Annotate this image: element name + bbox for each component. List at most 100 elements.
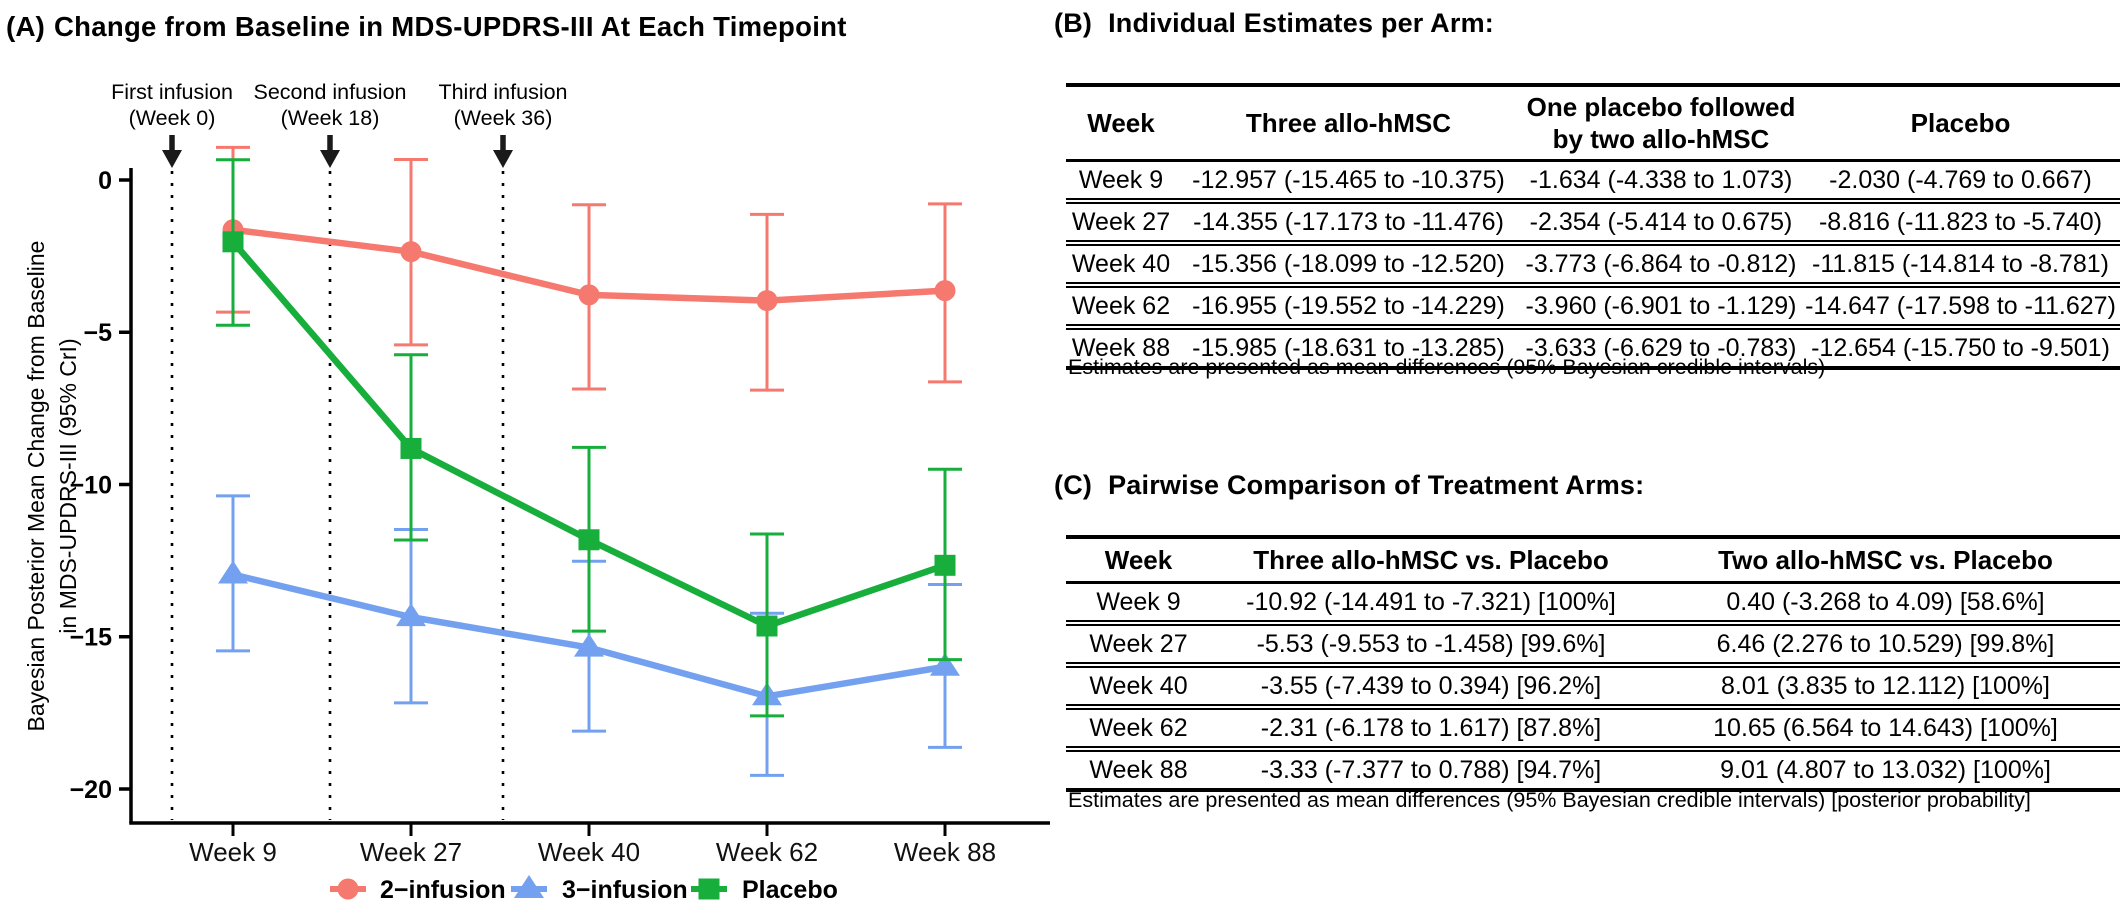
table-row: Week 9 -10.92 (-14.491 to -7.321) [100%] 0… xyxy=(1066,583,2120,624)
legend: 2−infusion 3−infusion Placebo xyxy=(330,875,838,904)
table-cell: Week 40 xyxy=(1066,240,1176,285)
table-header-cell: One placebo followed by two allo-hMSC xyxy=(1521,85,1801,162)
table-header-cell: Three allo-hMSC xyxy=(1176,85,1521,162)
table-cell: -8.816 (-11.823 to -5.740) xyxy=(1801,198,2120,243)
table-cell: -2.31 (-6.178 to 1.617) [87.8%] xyxy=(1211,704,1651,749)
arrow-head xyxy=(493,150,513,168)
series-marker xyxy=(756,290,778,312)
table-row: Week 62 -2.31 (-6.178 to 1.617) [87.8%] 10… xyxy=(1066,704,2120,749)
y-axis-label: Bayesian Posterior Mean Change from Base… xyxy=(23,241,49,732)
legend-label: Placebo xyxy=(742,876,838,904)
series-marker xyxy=(400,241,422,263)
series-marker xyxy=(574,633,604,657)
table-row: Week 27 -5.53 (-9.553 to -1.458) [99.6%] 6… xyxy=(1066,620,2120,665)
x-tick-label: Week 62 xyxy=(716,837,818,867)
legend-label: 2−infusion xyxy=(380,876,506,904)
table-header-cell: Week xyxy=(1066,537,1211,584)
series-marker xyxy=(400,437,422,459)
table-cell: -3.773 (-6.864 to -0.812) xyxy=(1521,240,1801,285)
table-cell: -5.53 (-9.553 to -1.458) [99.6%] xyxy=(1211,620,1651,665)
legend-label: 3−infusion xyxy=(562,876,688,904)
arrow-head xyxy=(162,150,182,168)
table-cell: -15.356 (-18.099 to -12.520) xyxy=(1176,240,1521,285)
infusion-annotation-line2: (Week 18) xyxy=(281,106,380,130)
table-cell: Week 9 xyxy=(1078,165,1164,194)
series-marker xyxy=(337,878,359,900)
infusion-annotation-line1: Second infusion xyxy=(254,80,407,104)
infusion-annotation-line1: First infusion xyxy=(111,80,233,104)
infusion-annotation-line1: Third infusion xyxy=(438,80,567,104)
panel-a-label: (A) xyxy=(6,11,45,42)
panel-c-title-text: Pairwise Comparison of Treatment Arms: xyxy=(1108,470,1645,500)
series-marker xyxy=(578,529,600,551)
table-cell: 8.01 (3.835 to 12.112) [100%] xyxy=(1651,662,2120,707)
table-cell: Week 27 xyxy=(1066,620,1211,665)
infusion-annotation-line2: (Week 0) xyxy=(129,106,216,130)
table-cell: Week 9 xyxy=(1096,587,1181,616)
table-cell: -10.92 (-14.491 to -7.321) [100%] xyxy=(1246,587,1616,616)
table-row: Week 9 -12.957 (-15.465 to -10.375) -1.634… xyxy=(1066,161,2120,202)
infusion-annotation: Third infusion(Week 36) xyxy=(438,80,567,130)
panel-a-chart: (A) Change from Baseline in MDS-UPDRS-III… xyxy=(6,11,1050,904)
right-panels: (B) Individual Estimates per Arm: Week Thr… xyxy=(1052,0,2128,917)
table-header-row: Week Three allo-hMSC vs. Placebo Two allo-… xyxy=(1066,537,2120,584)
table-cell: Week 40 xyxy=(1066,662,1211,707)
table-cell: -3.633 (-6.629 to -0.783) xyxy=(1521,324,1801,368)
series-marker xyxy=(514,875,544,898)
infusion-annotation: First infusion(Week 0) xyxy=(111,80,233,130)
pairwise-comparison-table: Week Three allo-hMSC vs. Placebo Two allo-… xyxy=(1066,535,2120,792)
table-cell: -14.647 (-17.598 to -11.627) xyxy=(1801,282,2120,327)
panel-c-title: (C) Pairwise Comparison of Treatment Arms… xyxy=(1054,470,1644,501)
table-cell: Week 88 xyxy=(1066,324,1176,368)
infusion-arrow-icon xyxy=(320,135,340,168)
y-tick-label: −20 xyxy=(70,776,112,804)
table-cell: -12.957 (-15.465 to -10.375) xyxy=(1192,165,1505,194)
table-row: Week 27 -14.355 (-17.173 to -11.476) -2.35… xyxy=(1066,198,2120,243)
series-marker xyxy=(396,603,426,627)
table-cell: -3.960 (-6.901 to -1.129) xyxy=(1521,282,1801,327)
table-header-cell: Three allo-hMSC vs. Placebo xyxy=(1211,537,1651,584)
legend-item: Placebo xyxy=(691,876,838,904)
table-row: Week 40 -3.55 (-7.439 to 0.394) [96.2%] 8.… xyxy=(1066,662,2120,707)
table-cell: -3.33 (-7.377 to 0.788) [94.7%] xyxy=(1211,746,1651,790)
table-cell: 9.01 (4.807 to 13.032) [100%] xyxy=(1651,746,2120,790)
panel-c-footnote: Estimates are presented as mean differen… xyxy=(1068,788,2031,812)
infusion-arrow-icon xyxy=(493,135,513,168)
table-cell: -11.815 (-14.814 to -8.781) xyxy=(1801,240,2120,285)
table-row: Week 88 -3.33 (-7.377 to 0.788) [94.7%] 9.… xyxy=(1066,746,2120,790)
table-cell: 0.40 (-3.268 to 4.09) [58.6%] xyxy=(1726,587,2045,616)
series-marker xyxy=(930,652,960,676)
series-marker xyxy=(698,878,720,900)
table-row: Week 40 -15.356 (-18.099 to -12.520) -3.77… xyxy=(1066,240,2120,285)
infusion-annotation-line2: (Week 36) xyxy=(454,106,553,130)
x-tick-label: Week 88 xyxy=(894,837,996,867)
panel-b-title: (B) Individual Estimates per Arm: xyxy=(1054,8,1494,39)
x-tick-label: Week 40 xyxy=(538,837,640,867)
individual-estimates-table: Week Three allo-hMSC One placebo followed b… xyxy=(1066,83,2120,370)
panel-b-title-text: Individual Estimates per Arm: xyxy=(1108,8,1494,38)
series-placebo xyxy=(216,158,962,718)
legend-item: 3−infusion xyxy=(511,875,688,904)
panel-b-footnote: Estimates are presented as mean differen… xyxy=(1068,355,1826,379)
y-tick-label: −5 xyxy=(83,319,112,347)
panel-c-label: (C) xyxy=(1054,470,1093,500)
table-cell: 6.46 (2.276 to 10.529) [99.8%] xyxy=(1651,620,2120,665)
table-header-cell: Placebo xyxy=(1801,85,2120,162)
y-tick-label: 0 xyxy=(98,167,112,195)
table-cell: -16.955 (-19.552 to -14.229) xyxy=(1176,282,1521,327)
table-cell: -1.634 (-4.338 to 1.073) xyxy=(1529,165,1793,194)
x-tick-label: Week 9 xyxy=(189,837,277,867)
table-cell: -2.354 (-5.414 to 0.675) xyxy=(1521,198,1801,243)
table-cell: -3.55 (-7.439 to 0.394) [96.2%] xyxy=(1211,662,1651,707)
chart-title: Change from Baseline in MDS-UPDRS-III At… xyxy=(54,11,847,42)
series-marker xyxy=(934,280,956,302)
table-row: Week 88 -15.985 (-18.631 to -13.285) -3.63… xyxy=(1066,324,2120,368)
series-marker xyxy=(934,554,956,576)
table-cell: Week 88 xyxy=(1066,746,1211,790)
table-cell: -14.355 (-17.173 to -11.476) xyxy=(1176,198,1521,243)
series-marker xyxy=(756,615,778,637)
x-tick-label: Week 27 xyxy=(360,837,462,867)
legend-item: 2−infusion xyxy=(330,876,506,904)
y-tick-label: −10 xyxy=(70,471,112,499)
